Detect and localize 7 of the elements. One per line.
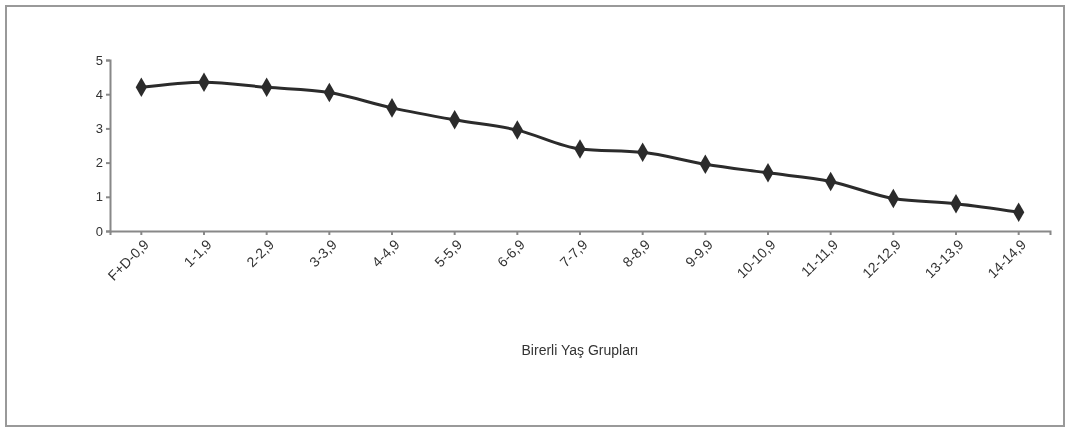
y-tick-label: 2 xyxy=(95,155,103,171)
y-tick-label: 1 xyxy=(95,189,103,205)
y-tick-label: 3 xyxy=(95,121,103,137)
x-axis-title: Birerli Yaş Grupları xyxy=(521,342,639,358)
y-tick-label: 5 xyxy=(95,52,103,68)
y-tick-label: 0 xyxy=(95,223,103,239)
y-tick-label: 4 xyxy=(95,86,103,102)
